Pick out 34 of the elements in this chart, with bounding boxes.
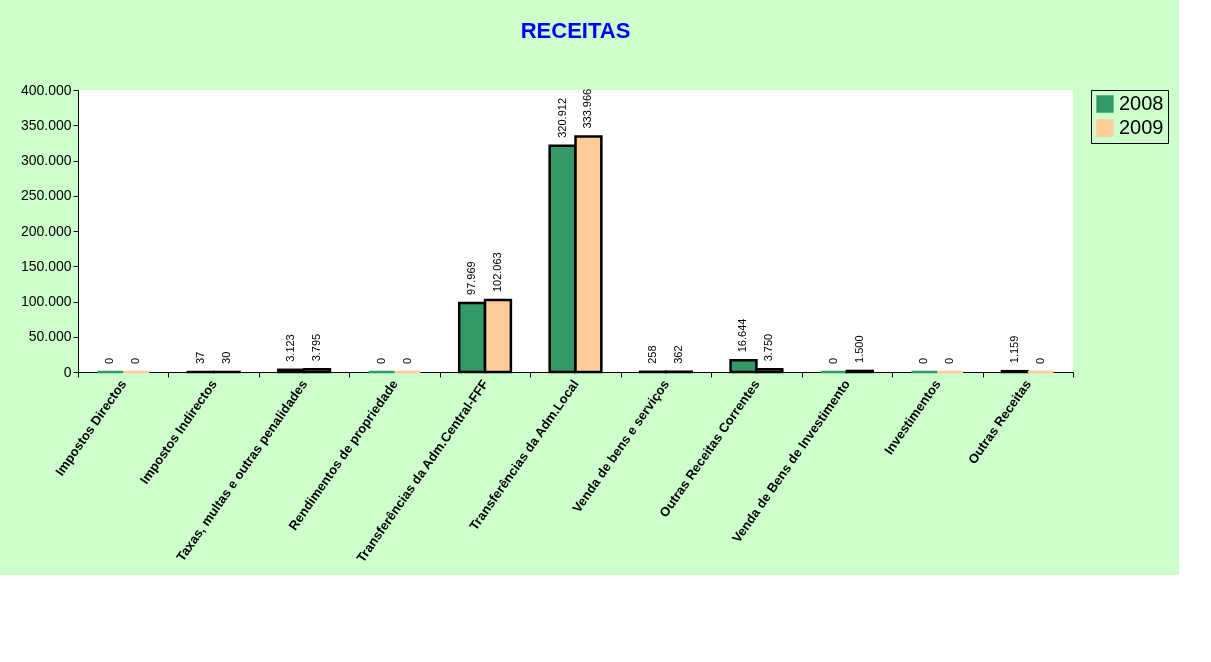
data-label: 258 — [646, 345, 659, 364]
data-label: 333.966 — [581, 88, 594, 129]
data-label: 0 — [917, 357, 930, 364]
y-tick-label: 350.000 — [20, 116, 72, 133]
data-label: 1.159 — [1007, 335, 1020, 364]
data-label: 3.123 — [284, 334, 297, 362]
y-tick-label: 100.000 — [20, 293, 72, 309]
data-label: 0 — [826, 357, 839, 364]
legend-label: 2008 — [1119, 92, 1164, 114]
y-tick-label: 300.000 — [20, 152, 72, 168]
data-label: 37 — [193, 351, 206, 364]
data-label: 1.500 — [852, 335, 865, 363]
data-label: 0 — [374, 357, 387, 364]
data-label: 30 — [219, 351, 232, 364]
data-label: 0 — [129, 357, 142, 364]
data-label: 102.063 — [490, 252, 503, 293]
y-tick-label: 400.000 — [20, 81, 72, 98]
chart-title: RECEITAS — [520, 18, 631, 43]
data-label: 362 — [671, 345, 684, 364]
data-label: 16.644 — [736, 318, 749, 353]
data-label: 0 — [1033, 357, 1046, 364]
data-label: 320.912 — [555, 97, 568, 138]
y-tick-label: 150.000 — [20, 257, 72, 274]
data-label: 3.795 — [310, 333, 323, 362]
data-label: 0 — [400, 357, 413, 364]
legend-label: 2009 — [1119, 116, 1164, 138]
data-label: 0 — [103, 357, 116, 364]
y-tick-label: 250.000 — [20, 187, 72, 204]
data-label: 0 — [943, 357, 956, 364]
data-label: 3.750 — [762, 333, 775, 362]
y-tick-label: 200.000 — [20, 222, 72, 239]
y-tick-label: 50.000 — [28, 328, 72, 345]
data-label: 97.969 — [465, 261, 478, 295]
y-tick-label: 0 — [63, 363, 72, 380]
